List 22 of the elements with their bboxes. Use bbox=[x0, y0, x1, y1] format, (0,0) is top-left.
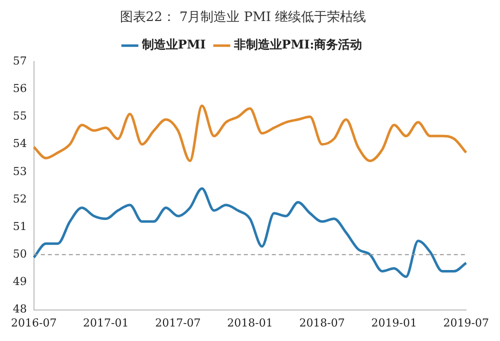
chart-title: 图表22： 7月制造业 PMI 继续低于荣枯线 bbox=[120, 10, 366, 26]
x-tick-label: 2016-07 bbox=[10, 316, 57, 330]
y-tick-label: 49 bbox=[12, 275, 27, 288]
x-tick-label: 2018-01 bbox=[227, 316, 273, 330]
line-series bbox=[32, 187, 468, 278]
y-tick-label: 52 bbox=[12, 192, 27, 206]
y-tick-label: 57 bbox=[12, 54, 27, 68]
y-tick-label: 48 bbox=[12, 302, 27, 316]
x-tick-label: 2019-07 bbox=[443, 316, 490, 330]
legend-label: 非制造业PMI:商务活动 bbox=[232, 38, 362, 52]
y-tick-label: 50 bbox=[12, 248, 27, 261]
y-tick-label: 53 bbox=[12, 164, 27, 178]
legend-label: 制造业PMI bbox=[140, 38, 206, 52]
x-tick-label: 2018-07 bbox=[299, 316, 345, 330]
x-tick-label: 2017-01 bbox=[83, 316, 129, 330]
y-tick-label: 56 bbox=[12, 82, 27, 96]
line-series bbox=[32, 104, 468, 162]
x-tick-label: 2019-01 bbox=[371, 316, 417, 330]
y-tick-label: 54 bbox=[12, 137, 27, 150]
y-tick-label: 55 bbox=[12, 110, 27, 123]
y-tick-label: 51 bbox=[12, 220, 27, 233]
x-tick-label: 2017-07 bbox=[155, 316, 201, 330]
